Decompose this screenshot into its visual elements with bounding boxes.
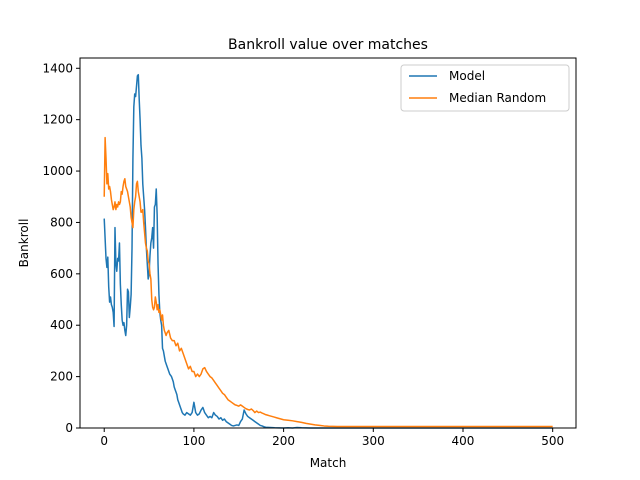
y-tick-label: 0 — [65, 421, 73, 435]
legend-label-1: Median Random — [449, 91, 546, 105]
series-line-0 — [103, 73, 553, 429]
x-tick-label: 500 — [541, 434, 564, 448]
y-tick-label: 1400 — [42, 61, 73, 75]
axes-frame — [79, 57, 577, 429]
series-layer — [103, 73, 553, 429]
legend: Model Median Random — [400, 64, 570, 112]
x-tick-label: 400 — [452, 434, 475, 448]
legend-entries: Model Median Random — [409, 69, 546, 105]
x-axis-ticks: 0 100 200 300 400 500 — [100, 428, 564, 448]
y-tick-label: 200 — [50, 370, 73, 384]
y-tick-label: 400 — [50, 318, 73, 332]
x-tick-label: 300 — [362, 434, 385, 448]
series-line-1 — [103, 136, 553, 428]
legend-label-0: Model — [449, 69, 485, 83]
chart-title: Bankroll value over matches — [228, 37, 428, 53]
y-tick-label: 1200 — [42, 113, 73, 127]
legend-frame — [400, 64, 570, 112]
y-tick-label: 1000 — [42, 164, 73, 178]
y-axis-ticks: 0 200 400 600 800 1000 1200 1400 — [42, 61, 80, 435]
x-axis-label: Match — [310, 456, 347, 470]
x-tick-label: 0 — [100, 434, 108, 448]
y-tick-label: 800 — [50, 215, 73, 229]
y-tick-label: 600 — [50, 267, 73, 281]
x-tick-label: 200 — [272, 434, 295, 448]
x-tick-label: 100 — [182, 434, 205, 448]
y-axis-label: Bankroll — [17, 219, 31, 268]
